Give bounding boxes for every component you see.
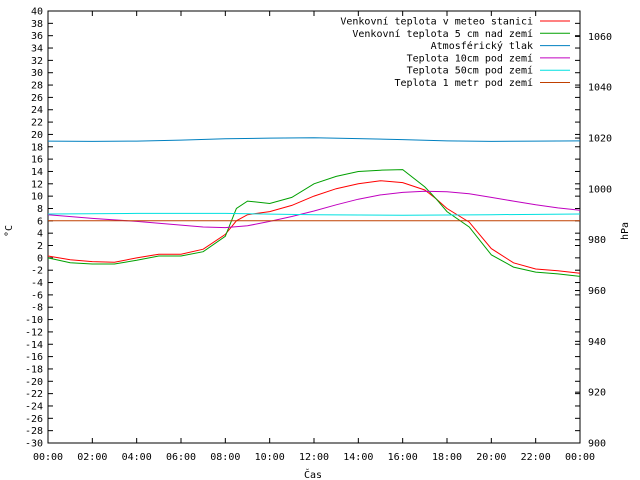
- left-tick-label: 30: [31, 68, 43, 79]
- x-tick-label: 10:00: [255, 452, 285, 463]
- left-tick-label: -30: [25, 439, 43, 450]
- left-tick-label: -4: [31, 278, 43, 289]
- x-tick-label: 04:00: [122, 452, 152, 463]
- x-tick-label: 06:00: [166, 452, 196, 463]
- left-tick-label: -18: [25, 364, 43, 375]
- right-tick-label: 980: [588, 235, 606, 246]
- x-tick-label: 00:00: [33, 452, 63, 463]
- xlabel: Čas: [304, 468, 322, 480]
- right-tick-label: 960: [588, 286, 606, 297]
- left-tick-label: -8: [31, 303, 43, 314]
- x-tick-label: 14:00: [343, 452, 373, 463]
- left-tick-label: 18: [31, 142, 43, 153]
- left-tick-label: -22: [25, 389, 43, 400]
- left-tick-label: 8: [37, 204, 43, 215]
- left-tick-label: -2: [31, 266, 43, 277]
- left-tick-label: 34: [31, 44, 43, 55]
- legend-label-4: Teplota 50cm pod zemí: [407, 65, 533, 77]
- left-tick-label: 38: [31, 19, 43, 30]
- left-tick-label: -14: [25, 340, 43, 351]
- right-tick-label: 1000: [588, 184, 612, 195]
- left-tick-label: 36: [31, 31, 43, 42]
- left-tick-label: -24: [25, 401, 43, 412]
- left-tick-label: 32: [31, 56, 43, 67]
- left-tick-label: -26: [25, 414, 43, 425]
- series-line-0: [47, 180, 581, 274]
- legend-label-5: Teplota 1 metr pod zemí: [395, 77, 533, 89]
- x-tick-label: 22:00: [521, 452, 551, 463]
- ylabel-left: °C: [4, 225, 15, 237]
- left-tick-label: 26: [31, 93, 43, 104]
- right-tick-label: 940: [588, 337, 606, 348]
- series-line-2: [47, 137, 581, 142]
- right-tick-label: 1040: [588, 83, 612, 94]
- left-tick-label: -28: [25, 426, 43, 437]
- x-tick-label: 02:00: [77, 452, 107, 463]
- left-tick-label: 14: [31, 167, 43, 178]
- series-line-4: [47, 212, 581, 216]
- left-axis: 4038363432302826242220181614121086420-2-…: [25, 7, 580, 450]
- left-tick-label: 6: [37, 216, 43, 227]
- x-tick-label: 08:00: [210, 452, 240, 463]
- left-tick-label: 40: [31, 7, 43, 18]
- right-tick-label: 1060: [588, 32, 612, 43]
- left-tick-label: 24: [31, 105, 43, 116]
- series-group: [47, 137, 581, 277]
- legend-label-3: Teplota 10cm pod zemí: [407, 52, 533, 64]
- x-tick-label: 20:00: [476, 452, 506, 463]
- right-axis: 1060 1040 1020 1000 980 960 940 920 900: [575, 32, 612, 450]
- left-tick-label: -16: [25, 352, 43, 363]
- legend-label-0: Venkovní teplota v meteo stanici: [340, 16, 533, 28]
- left-tick-label: 28: [31, 81, 43, 92]
- x-tick-label: 18:00: [432, 452, 462, 463]
- left-tick-label: 16: [31, 155, 43, 166]
- x-tick-label: 00:00: [565, 452, 595, 463]
- x-axis: 00:00 02:00 04:00 06:00 08:00 10:00 12:00 14:00…: [33, 11, 595, 463]
- left-tick-label: 2: [37, 241, 43, 252]
- ylabel-right: hPa: [620, 222, 631, 240]
- left-tick-label: 10: [31, 192, 43, 203]
- legend-label-2: Atmosférický tlak: [431, 40, 533, 52]
- left-tick-label: 4: [37, 229, 43, 240]
- series-line-3: [47, 190, 581, 229]
- left-tick-label: -12: [25, 327, 43, 338]
- x-tick-label: 16:00: [388, 452, 418, 463]
- series-line-1: [47, 169, 581, 277]
- right-tick-label: 920: [588, 388, 606, 399]
- left-tick-label: 20: [31, 130, 43, 141]
- left-tick-label: 12: [31, 179, 43, 190]
- legend-label-1: Venkovní teplota 5 cm nad zemí: [352, 28, 533, 40]
- left-tick-label: -20: [25, 377, 43, 388]
- x-tick-label: 12:00: [299, 452, 329, 463]
- legend: Venkovní teplota v meteo staniciVenkovní…: [340, 16, 570, 89]
- left-tick-label: -10: [25, 315, 43, 326]
- right-tick-label: 1020: [588, 134, 612, 145]
- left-tick-label: -6: [31, 290, 43, 301]
- left-tick-label: 0: [37, 253, 43, 264]
- right-tick-label: 900: [588, 439, 606, 450]
- left-tick-label: 22: [31, 118, 43, 129]
